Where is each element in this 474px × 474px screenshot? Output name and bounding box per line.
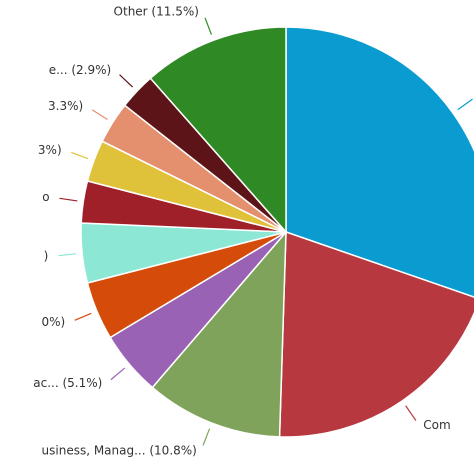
slice-label: ) [44, 249, 49, 263]
slice-label: 3.3%) [48, 99, 83, 113]
leader-line [204, 17, 212, 35]
slice-label: ac... (5.1%) [33, 376, 102, 390]
pie-slice [149, 26, 287, 234]
leader-line [119, 74, 134, 88]
leader-line [457, 98, 473, 111]
leader-line [405, 405, 417, 421]
slice-label: 3%) [38, 143, 62, 157]
leader-line [110, 367, 126, 381]
pie-slice [278, 230, 474, 438]
leader-line [202, 428, 211, 446]
leader-line [71, 151, 89, 160]
pie-slice [285, 26, 474, 298]
slice-label: 0%) [41, 315, 65, 329]
slice-label: e... (2.9%) [49, 63, 112, 77]
pie-slice [151, 229, 287, 438]
leader-line [91, 109, 108, 121]
slice-label: Other (11.5%) [114, 5, 199, 19]
slice-label: usiness, Manag... (10.8%) [42, 444, 197, 458]
leader-line [59, 197, 78, 202]
leader-line [74, 312, 92, 321]
slice-label: o [42, 190, 49, 204]
slice-label: Com [423, 418, 450, 432]
leader-line [58, 253, 77, 257]
